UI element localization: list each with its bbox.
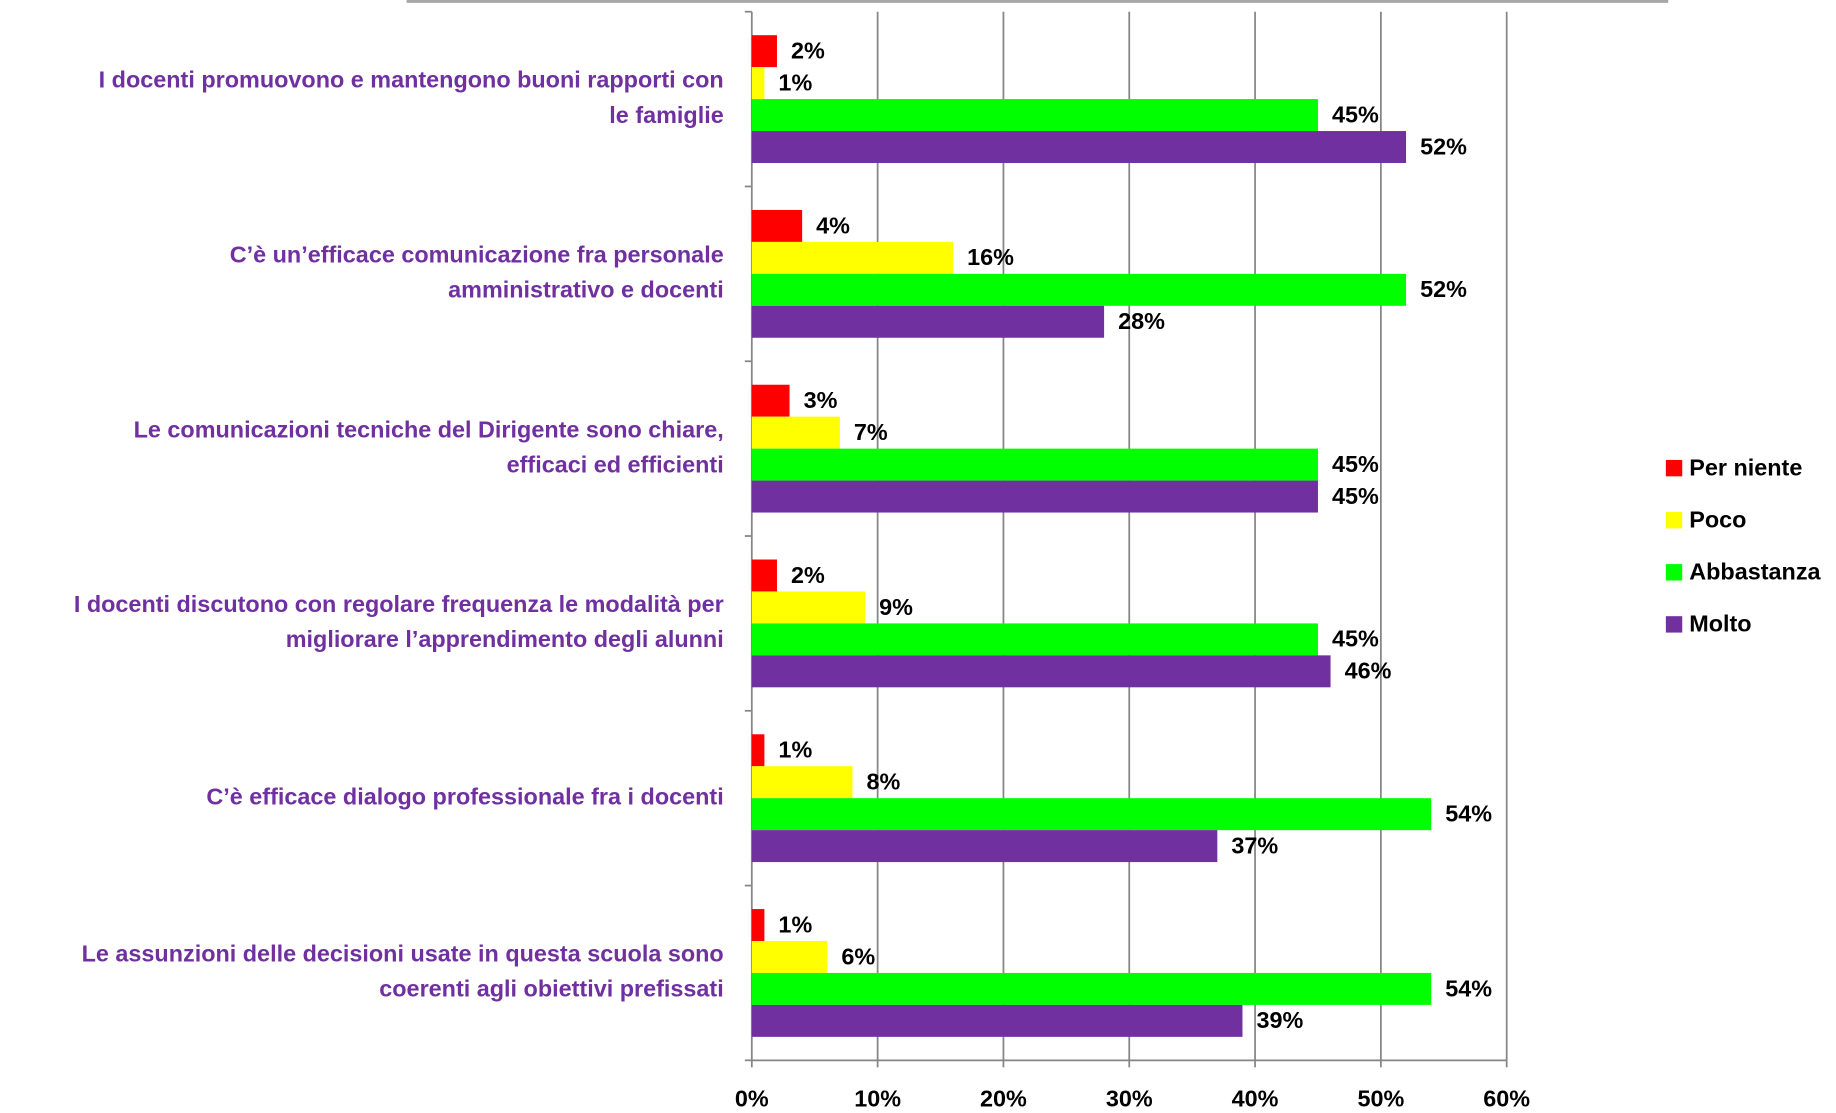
category-label: Le comunicazioni tecniche del Dirigente … [134, 416, 724, 442]
bar [751, 305, 1105, 338]
value-label: 16% [967, 244, 1014, 270]
bar [751, 655, 1331, 688]
value-label: 52% [1420, 133, 1467, 159]
value-label: 1% [778, 737, 812, 763]
bar [751, 384, 790, 417]
legend-swatch [1665, 564, 1683, 581]
x-tick-label: 40% [1232, 1085, 1279, 1111]
value-label: 1% [778, 911, 812, 937]
legend-label: Per niente [1689, 454, 1802, 480]
bar [751, 1004, 1243, 1037]
x-tick-label: 30% [1106, 1085, 1153, 1111]
bar [751, 241, 954, 274]
category-label: Le assunzioni delle decisioni usate in q… [82, 941, 724, 967]
category-label: migliorare l’apprendimento degli alunni [286, 626, 724, 652]
value-label: 54% [1445, 801, 1492, 827]
bar [751, 209, 803, 242]
category-label: I docenti promuovono e mantengono buoni … [99, 67, 724, 93]
bar [751, 273, 1407, 306]
value-label: 52% [1420, 276, 1467, 302]
value-label: 8% [867, 769, 901, 795]
bar [751, 131, 1407, 163]
value-label: 4% [816, 212, 850, 238]
bar [751, 830, 1218, 863]
value-label: 28% [1118, 308, 1165, 334]
bar [751, 909, 765, 941]
category-label: efficaci ed efficienti [507, 451, 724, 477]
value-label: 37% [1231, 832, 1278, 858]
bar [751, 766, 853, 799]
category-label: C’è un’efficace comunicazione fra person… [230, 241, 724, 267]
value-label: 45% [1332, 626, 1379, 652]
value-label: 45% [1332, 101, 1379, 127]
value-label: 2% [791, 562, 825, 588]
legend-swatch [1665, 512, 1683, 529]
bar [751, 559, 777, 592]
x-tick-label: 20% [980, 1085, 1027, 1111]
value-label: 45% [1332, 483, 1379, 509]
legend-label: Molto [1689, 611, 1751, 637]
bar [751, 448, 1318, 481]
bar [751, 67, 765, 100]
category-label: I docenti discutono con regolare frequen… [74, 591, 724, 617]
category-label: C’è efficace dialogo professionale fra i… [206, 783, 723, 809]
bar [751, 623, 1318, 656]
category-label: coerenti agli obiettivi prefissati [379, 976, 723, 1002]
value-label: 46% [1345, 658, 1392, 684]
legend-swatch [1665, 616, 1683, 633]
value-label: 7% [854, 419, 888, 445]
value-label: 3% [804, 387, 838, 413]
bar [751, 35, 777, 68]
bar [751, 99, 1318, 132]
bar [751, 734, 765, 767]
value-label: 9% [879, 594, 913, 620]
bar [751, 591, 866, 624]
legend-label: Abbastanza [1689, 559, 1821, 585]
bar [751, 416, 840, 449]
bar [751, 798, 1432, 831]
bar [751, 972, 1432, 1005]
value-label: 54% [1445, 975, 1492, 1001]
value-label: 2% [791, 38, 825, 64]
value-label: 1% [778, 69, 812, 95]
legend-swatch [1665, 459, 1683, 477]
bar [751, 940, 828, 973]
category-label: amministrativo e docenti [448, 277, 724, 303]
value-label: 39% [1257, 1007, 1304, 1033]
value-label: 6% [841, 943, 875, 969]
legend-label: Poco [1689, 507, 1746, 533]
value-label: 45% [1332, 451, 1379, 477]
category-label: le famiglie [609, 102, 723, 128]
x-tick-label: 10% [854, 1085, 901, 1111]
x-tick-label: 0% [735, 1085, 769, 1111]
bar [751, 480, 1318, 513]
x-tick-label: 50% [1357, 1085, 1404, 1111]
x-tick-label: 60% [1483, 1085, 1530, 1111]
